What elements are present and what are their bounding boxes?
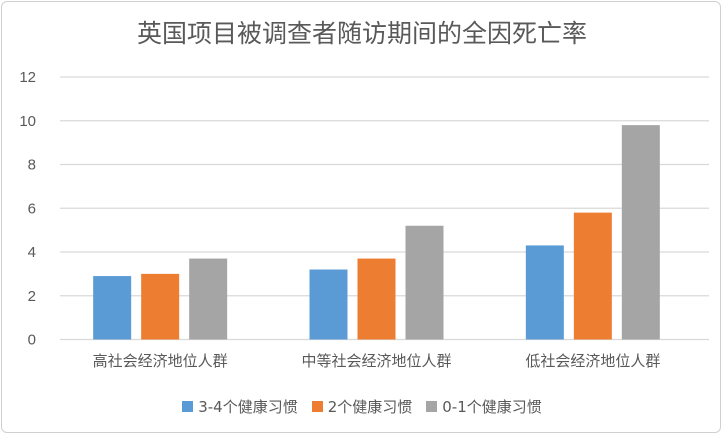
x-tick-label: 低社会经济地位人群 xyxy=(525,352,660,370)
legend-label: 3-4个健康习惯 xyxy=(198,398,298,416)
legend-item: 2个健康习惯 xyxy=(311,396,413,417)
bar xyxy=(141,273,180,340)
y-tick-label: 8 xyxy=(28,157,36,174)
chart-title: 英国项目被调查者随访期间的全因死亡率 xyxy=(136,19,587,48)
legend-swatch xyxy=(182,401,194,412)
bar xyxy=(357,258,396,340)
x-tick-label: 高社会经济地位人群 xyxy=(93,352,228,370)
bar xyxy=(525,245,564,340)
chart-legend: 3-4个健康习惯 2个健康习惯 0-1个健康习惯 xyxy=(0,396,724,417)
y-tick-label: 10 xyxy=(19,113,36,130)
bar xyxy=(405,225,444,340)
legend-label: 2个健康习惯 xyxy=(327,398,413,416)
bar xyxy=(93,276,132,340)
y-tick-label: 0 xyxy=(28,332,36,349)
x-tick-label: 中等社会经济地位人群 xyxy=(301,352,451,370)
bar xyxy=(189,258,228,340)
legend-label: 0-1个健康习惯 xyxy=(442,398,542,416)
bar xyxy=(621,125,660,340)
bar xyxy=(573,212,612,340)
y-tick-label: 4 xyxy=(28,244,36,261)
bar xyxy=(309,269,348,340)
y-tick-label: 6 xyxy=(28,200,36,217)
y-tick-label: 12 xyxy=(19,69,36,86)
legend-item: 0-1个健康习惯 xyxy=(426,396,542,417)
legend-swatch xyxy=(426,401,438,412)
legend-item: 3-4个健康习惯 xyxy=(182,396,298,417)
legend-swatch xyxy=(311,401,323,412)
y-tick-label: 2 xyxy=(28,288,36,305)
